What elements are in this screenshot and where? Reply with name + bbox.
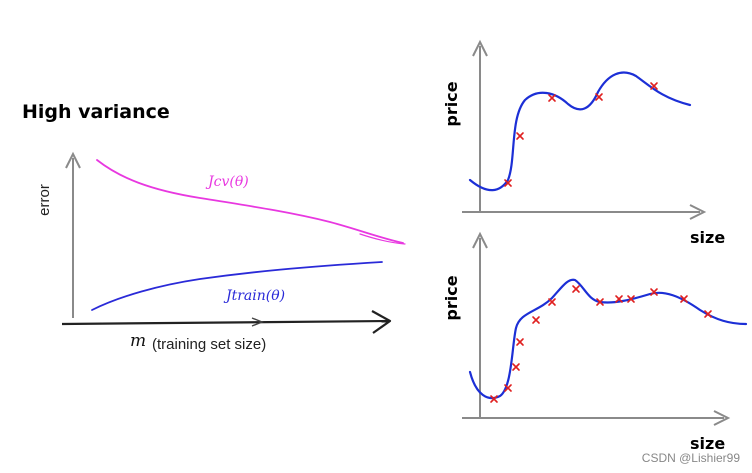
data-point: [704, 310, 712, 318]
watermark: CSDN @Lishier99: [642, 451, 741, 465]
y-axis-arrowhead: [65, 151, 81, 169]
data-point: [512, 363, 520, 371]
data-point: [504, 179, 512, 187]
jcv-curve: [96, 159, 404, 244]
bottom-fit-curve: [468, 278, 748, 400]
learning-curve-panel: High variance error m (training set size…: [22, 101, 406, 353]
jtrain-label: Jtrain(θ): [223, 288, 285, 304]
top-y-axis-label: price: [442, 81, 461, 126]
data-point: [532, 316, 540, 324]
top-data-points: [504, 82, 658, 187]
top-y-axis-arrowhead: [472, 39, 488, 57]
data-point: [680, 295, 688, 303]
x-axis-arrowhead: [371, 310, 392, 334]
data-point: [516, 132, 524, 140]
data-point: [615, 295, 623, 303]
jcv-curve-tail: [359, 233, 406, 245]
bottom-x-axis-label: size: [690, 434, 725, 453]
data-point: [504, 384, 512, 392]
jcv-label: Jcv(θ): [205, 174, 249, 190]
jtrain-curve: [91, 261, 383, 311]
data-point: [650, 288, 658, 296]
data-point: [627, 295, 635, 303]
top-x-axis-arrowhead: [689, 204, 707, 220]
data-point: [516, 338, 524, 346]
x-axis: [61, 319, 389, 326]
data-point: [548, 298, 556, 306]
data-point: [650, 82, 658, 90]
x-axis-tick: [251, 317, 264, 327]
data-point: [595, 93, 603, 101]
top-fit-panel: price size: [442, 39, 725, 247]
data-point: [548, 94, 556, 102]
data-point: [490, 395, 498, 403]
top-fit-curve: [468, 71, 692, 192]
bottom-data-points: [490, 285, 712, 403]
top-x-axis-label: size: [690, 228, 725, 247]
bottom-y-axis-label: price: [442, 275, 461, 320]
x-axis-label: (training set size): [152, 336, 266, 353]
y-axis-label: error: [36, 184, 53, 216]
bottom-fit-panel: price size: [442, 231, 748, 453]
panel-title: High variance: [22, 101, 170, 123]
x-axis-variable: m: [130, 331, 146, 351]
data-point: [572, 285, 580, 293]
bottom-y-axis-arrowhead: [472, 231, 488, 249]
bottom-x-axis-arrowhead: [713, 410, 731, 426]
data-point: [596, 298, 604, 306]
